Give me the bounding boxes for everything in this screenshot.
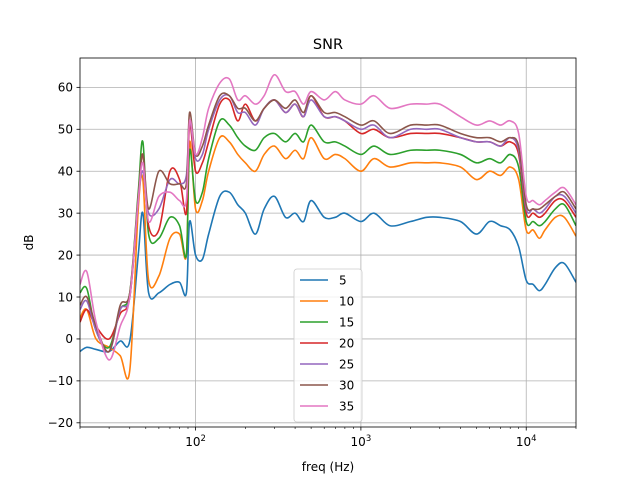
plot-frame	[79, 57, 577, 428]
series-layer	[80, 73, 576, 380]
chart-title: SNR	[313, 37, 343, 53]
legend-label: 15	[339, 315, 354, 329]
legend-label: 5	[339, 273, 347, 287]
series-line-35	[80, 73, 576, 361]
y-tick-label: 30	[58, 206, 73, 220]
axis-ticks: 102 103 104 −20 −10 0 10 20 30 40 50 60	[48, 81, 577, 449]
y-axis-label: dB	[22, 235, 36, 251]
x-tick-label: 102	[185, 434, 206, 449]
x-axis-label: freq (Hz)	[302, 460, 354, 474]
series-line-10	[80, 135, 576, 380]
y-tick-label: 0	[65, 332, 73, 346]
legend-box	[293, 268, 363, 423]
y-tick-label: 20	[58, 248, 73, 262]
y-tick-label: 50	[58, 123, 73, 137]
x-tick-label: 103	[351, 434, 372, 449]
legend-label: 20	[339, 336, 354, 350]
y-tick-label: 40	[58, 165, 73, 179]
legend: 5 10 15 20 25 30 35	[293, 268, 363, 423]
y-tick-label: −10	[48, 374, 73, 388]
series-line-5	[80, 190, 576, 353]
y-tick-label: −20	[48, 416, 73, 430]
legend-label: 30	[339, 378, 354, 392]
y-tick-label: 60	[58, 81, 73, 95]
legend-label: 10	[339, 294, 354, 308]
y-tick-label: 10	[58, 290, 73, 304]
legend-label: 35	[339, 399, 354, 413]
x-tick-label: 104	[516, 434, 537, 449]
legend-label: 25	[339, 357, 354, 371]
series-line-30	[80, 92, 576, 353]
